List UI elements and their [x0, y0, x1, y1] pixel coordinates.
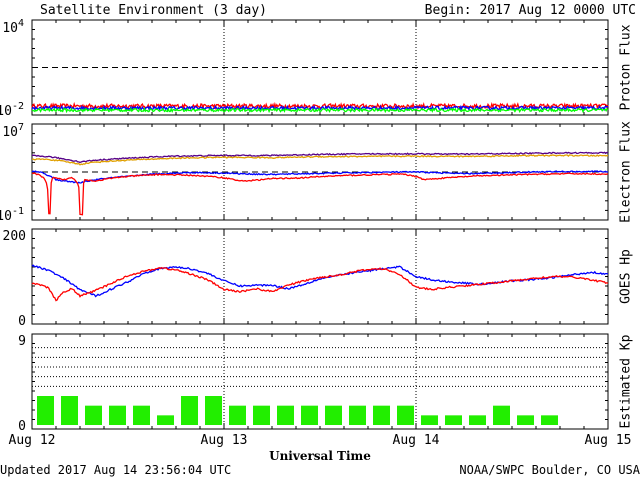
estimated-kp-bar	[421, 415, 438, 425]
goes-hp-series-red	[31, 266, 609, 302]
estimated-kp-ytick-bottom: 0	[18, 419, 26, 434]
estimated-kp-bar	[277, 405, 294, 425]
estimated-kp-bar	[253, 405, 270, 425]
estimated-kp-bar	[325, 405, 342, 425]
proton-flux-frame	[31, 19, 609, 116]
estimated-kp-bar	[541, 415, 558, 425]
estimated-kp-ylabel: Estimated Kp	[619, 334, 634, 428]
estimated-kp-bar	[229, 405, 246, 425]
x-axis-label: Universal Time	[269, 449, 371, 463]
updated-time: Updated 2017 Aug 14 23:56:04 UTC	[0, 463, 231, 477]
estimated-kp-bar	[109, 405, 126, 425]
estimated-kp-ytick-top: 9	[18, 334, 26, 349]
electron-flux-ylabel: Electron Flux	[619, 121, 634, 223]
estimated-kp-bar	[157, 415, 174, 425]
x-tick-label-aug-13: Aug 13	[201, 433, 248, 448]
proton-flux-ytick-bottom: 10-2	[0, 101, 24, 119]
estimated-kp-bar	[373, 405, 390, 425]
goes-hp-ytick-bottom: 0	[18, 314, 26, 329]
electron-flux-series-red	[31, 172, 609, 216]
proton-flux-ylabel: Proton Flux	[619, 24, 634, 110]
estimated-kp-bar	[205, 396, 222, 425]
estimated-kp-bar	[181, 396, 198, 425]
estimated-kp-bar	[493, 405, 510, 425]
begin-time: Begin: 2017 Aug 12 0000 UTC	[425, 3, 636, 18]
estimated-kp-bar	[469, 415, 486, 425]
electron-flux-ytick-bottom: 10-1	[0, 206, 24, 224]
estimated-kp-bar	[445, 415, 462, 425]
estimated-kp-bar	[37, 396, 54, 425]
panels: Proton Flux 104 10-2 Electron Flux 107 10-1 GO…	[0, 18, 634, 448]
estimated-kp-bar	[133, 405, 150, 425]
chart-title: Satellite Environment (3 day)	[40, 3, 267, 18]
x-tick-label-aug-12: Aug 12	[9, 433, 56, 448]
x-tick-label-aug-14: Aug 14	[393, 433, 440, 448]
estimated-kp-bar	[85, 405, 102, 425]
estimated-kp-bar	[61, 396, 78, 425]
estimated-kp-bar	[349, 405, 366, 425]
estimated-kp-bar	[517, 415, 534, 425]
proton-flux-ytick-top: 104	[2, 18, 24, 36]
credit-text: NOAA/SWPC Boulder, CO USA	[459, 463, 640, 477]
electron-flux-series-orange	[31, 154, 609, 166]
electron-flux-ytick-top: 107	[2, 122, 24, 140]
goes-hp-ytick-top: 200	[3, 229, 26, 244]
goes-hp-series-blue	[31, 264, 609, 298]
electron-flux-series-purple	[31, 151, 609, 164]
estimated-kp-bar	[301, 405, 318, 425]
goes-hp-ylabel: GOES Hp	[619, 249, 634, 304]
x-tick-label-aug-15: Aug 15	[585, 433, 632, 448]
estimated-kp-bar	[397, 405, 414, 425]
proton-flux-series-green	[31, 107, 609, 114]
proton-flux-series-red	[31, 101, 609, 111]
